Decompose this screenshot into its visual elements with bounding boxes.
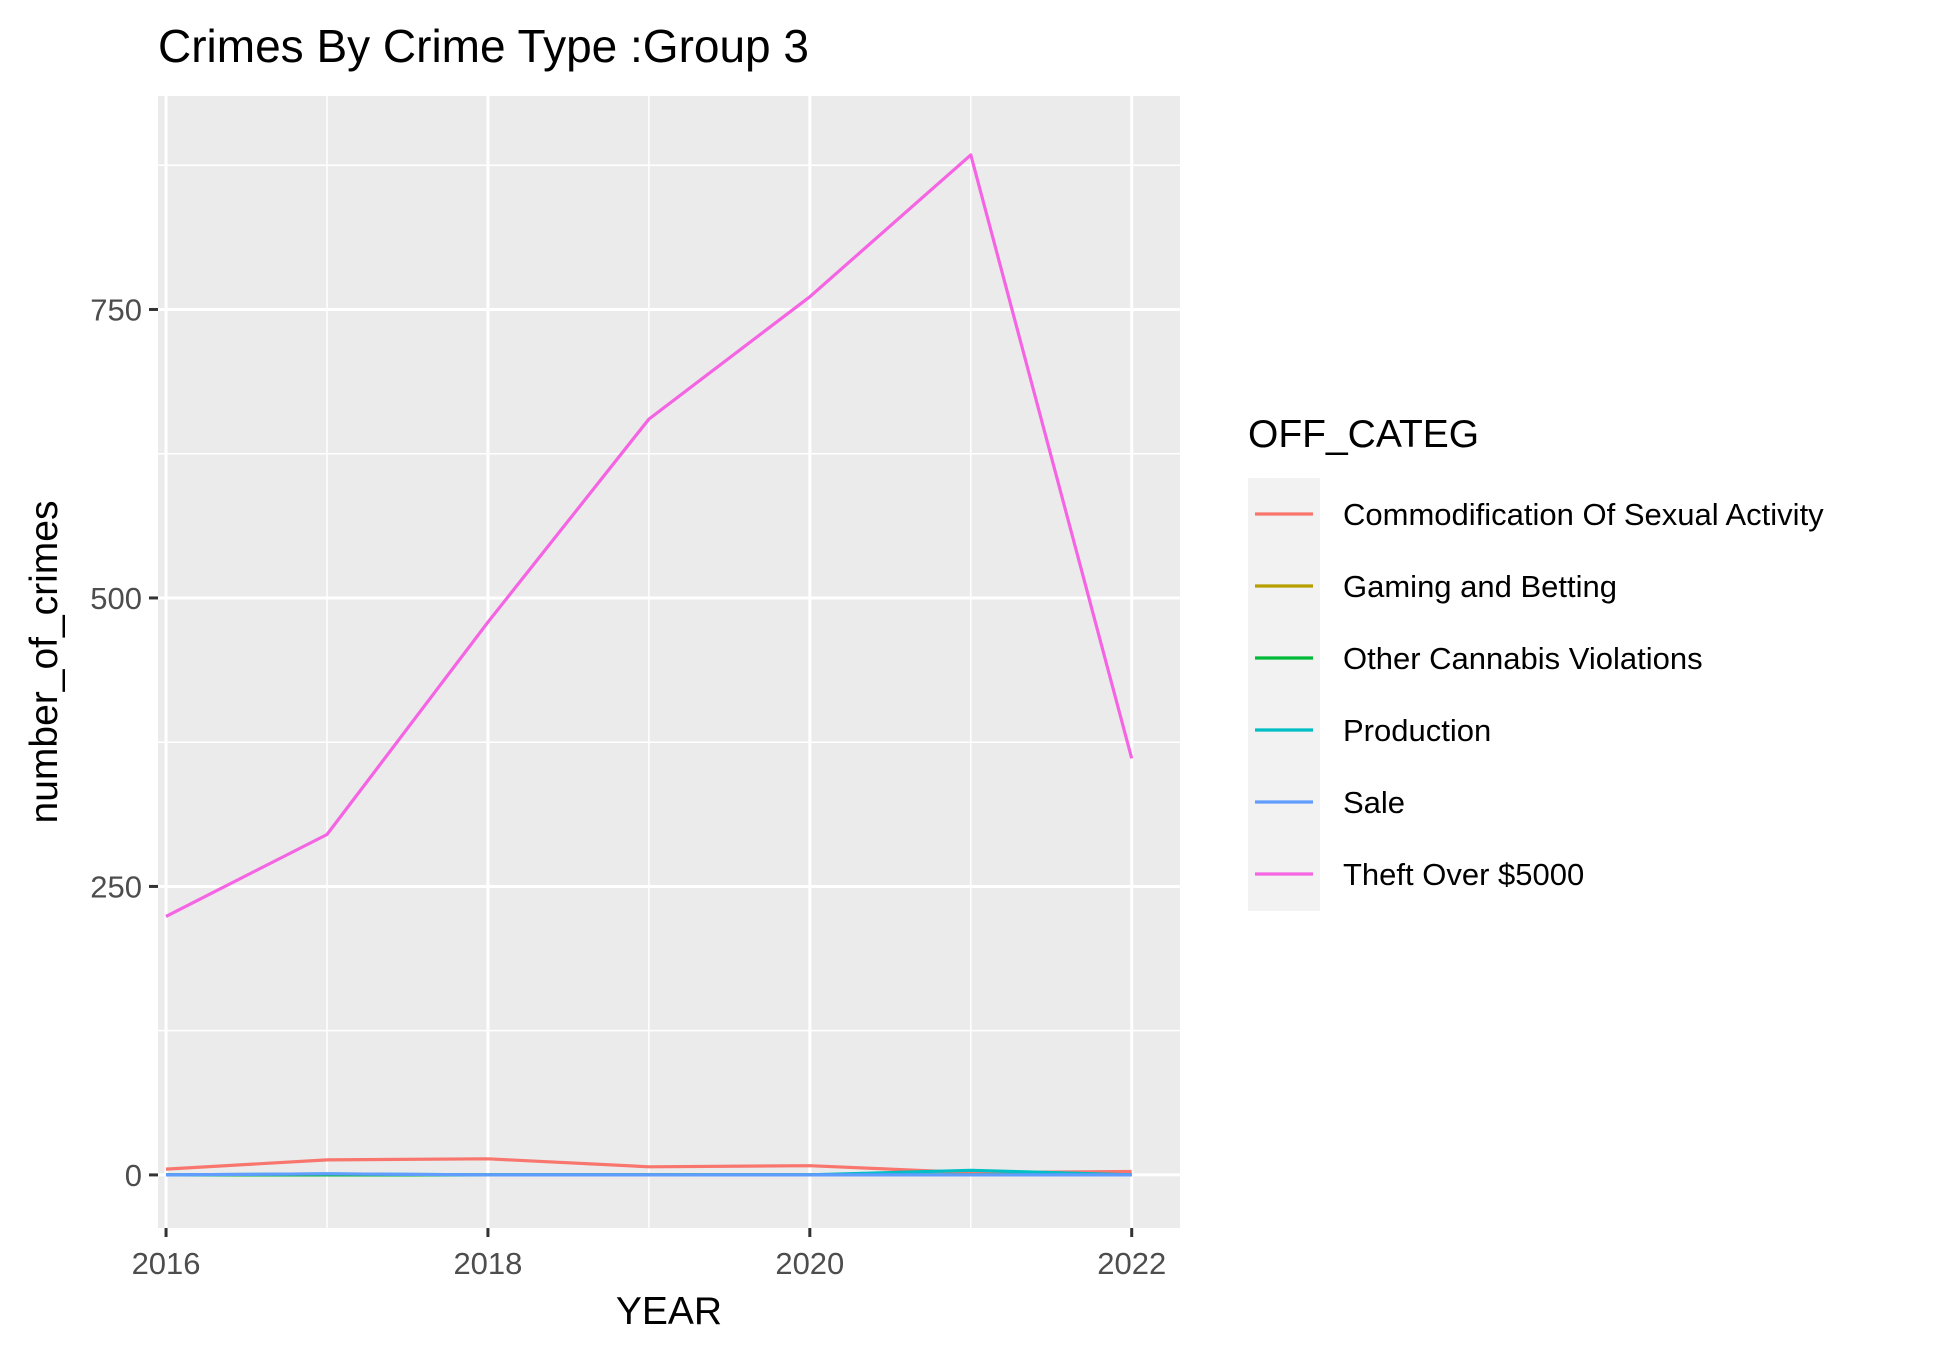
legend-label-0: Commodification Of Sexual Activity [1343, 497, 1824, 532]
series-lines [165, 153, 1134, 1177]
x-tick-label: 2016 [132, 1246, 201, 1281]
chart-title: Crimes By Crime Type :Group 3 [158, 20, 809, 72]
minor-gridlines [158, 96, 1180, 1228]
y-tick-label: 250 [90, 869, 142, 904]
legend-title: OFF_CATEG [1248, 413, 1479, 456]
series-line-4 [165, 1172, 1132, 1177]
x-tick-label: 2022 [1097, 1246, 1166, 1281]
y-tick-label: 0 [125, 1158, 142, 1193]
legend-label-3: Production [1343, 713, 1491, 748]
legend-label-4: Sale [1343, 785, 1405, 820]
legend-label-5: Theft Over $5000 [1343, 857, 1584, 892]
legend-label-1: Gaming and Betting [1343, 569, 1617, 604]
legend-items: Commodification Of Sexual Activity Gaming… [1255, 497, 1824, 892]
x-axis: 2016 2018 2020 2022 [132, 1228, 1166, 1281]
legend-label-2: Other Cannabis Violations [1343, 641, 1703, 676]
y-tick-label: 500 [90, 581, 142, 616]
x-axis-title: YEAR [616, 1290, 722, 1333]
x-tick-label: 2018 [453, 1246, 522, 1281]
plot-panel [158, 96, 1180, 1228]
x-tick-label: 2020 [775, 1246, 844, 1281]
y-axis: 0 250 500 750 [90, 292, 158, 1193]
legend-key-background [1248, 478, 1320, 911]
series-line-5 [165, 153, 1134, 918]
y-tick-label: 750 [90, 292, 142, 327]
series-line-0 [165, 1157, 1132, 1175]
y-axis-title: number_of_crimes [23, 501, 66, 824]
legend: OFF_CATEG Commodification Of Sexual Acti… [1248, 413, 1824, 911]
